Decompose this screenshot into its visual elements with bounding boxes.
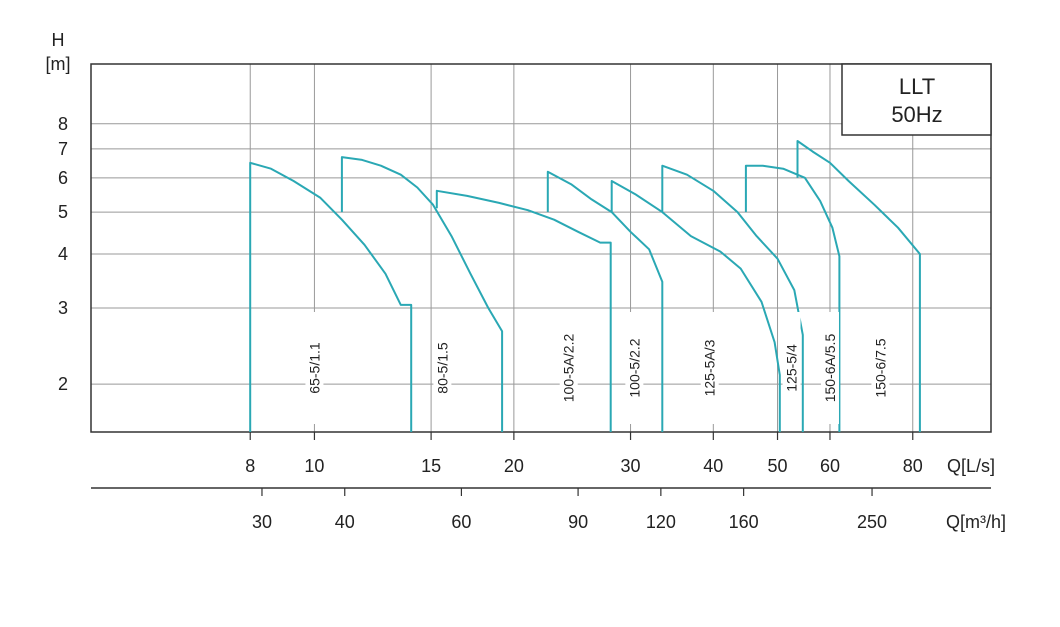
x-tick-label-m3h: 90	[568, 512, 588, 532]
curve-label: 125-5A/3	[702, 339, 718, 396]
title-box-line1: LLT	[899, 74, 935, 99]
curve-label: 125-5/4	[784, 344, 800, 392]
x-tick-label-m3h: 30	[252, 512, 272, 532]
x-tick-label-ls: 60	[820, 456, 840, 476]
curve-100-5a-2-2	[435, 189, 612, 432]
y-tick-label: 7	[58, 139, 68, 159]
x-tick-label-ls: 50	[768, 456, 788, 476]
curve-80-5-1-5	[340, 156, 504, 432]
x-tick-label-ls: 80	[903, 456, 923, 476]
y-tick-label: 4	[58, 244, 68, 264]
curve-125-5-4	[661, 164, 804, 432]
x-tick-label-ls: 15	[421, 456, 441, 476]
x-tick-label-m3h: 60	[451, 512, 471, 532]
x-tick-label-ls: 8	[245, 456, 255, 476]
x-tick-label-ls: 40	[703, 456, 723, 476]
curve-label-background	[305, 312, 324, 424]
curve-label: 65-5/1.1	[306, 342, 322, 394]
x-tick-label-m3h: 120	[646, 512, 676, 532]
curve-label: 150-6A/5.5	[822, 334, 838, 403]
performance-curves	[249, 140, 921, 432]
x-tick-label-ls: 30	[621, 456, 641, 476]
curve-label-background	[700, 312, 719, 424]
curve-label-background	[782, 312, 801, 424]
y-tick-label: 5	[58, 202, 68, 222]
x-axis-label-m3h: Q[m³/h]	[946, 512, 1006, 532]
curve-label: 100-5/2.2	[626, 338, 642, 397]
curve-65-5-1-1	[249, 161, 413, 432]
x-axis-label-ls: Q[L/s]	[947, 456, 995, 476]
curve-125-5a-3	[610, 180, 781, 432]
x-tick-label-m3h: 160	[729, 512, 759, 532]
x-tick-label-m3h: 40	[335, 512, 355, 532]
x-tick-label-ls: 20	[504, 456, 524, 476]
curve-label: 100-5A/2.2	[561, 334, 577, 403]
curve-label-background	[559, 312, 578, 424]
y-tick-label: 3	[58, 298, 68, 318]
curve-label: 150-6/7.5	[872, 338, 888, 397]
x-tick-label-ls: 10	[304, 456, 324, 476]
tick-labels: 2 3 4 5 6 7 8 8 10 15 20 30 40 50 60 80 30 40 60 90 120 160 25…	[58, 114, 923, 532]
x-tick-label-m3h: 250	[857, 512, 887, 532]
plot-frame	[90, 63, 992, 433]
y-axis-label-line1: H	[52, 30, 65, 50]
y-tick-label: 8	[58, 114, 68, 134]
title-box-line2: 50Hz	[891, 102, 942, 127]
curve-label-background	[871, 312, 890, 424]
curve-label: 80-5/1.5	[434, 342, 450, 394]
y-axis-label-line2: [m]	[46, 54, 71, 74]
title-box: LLT 50Hz	[841, 63, 992, 136]
curve-150-6a-5-5	[744, 164, 841, 432]
y-tick-label: 6	[58, 168, 68, 188]
curve-label-background	[433, 312, 452, 424]
curve-150-6-7-5	[796, 140, 921, 432]
curve-labels: 65-5/1.1 80-5/1.5 100-5A/2.2 100-5/2.2 125-5…	[305, 312, 890, 424]
y-tick-label: 2	[58, 374, 68, 394]
curve-label-background	[820, 312, 839, 424]
curve-label-background	[625, 312, 644, 424]
